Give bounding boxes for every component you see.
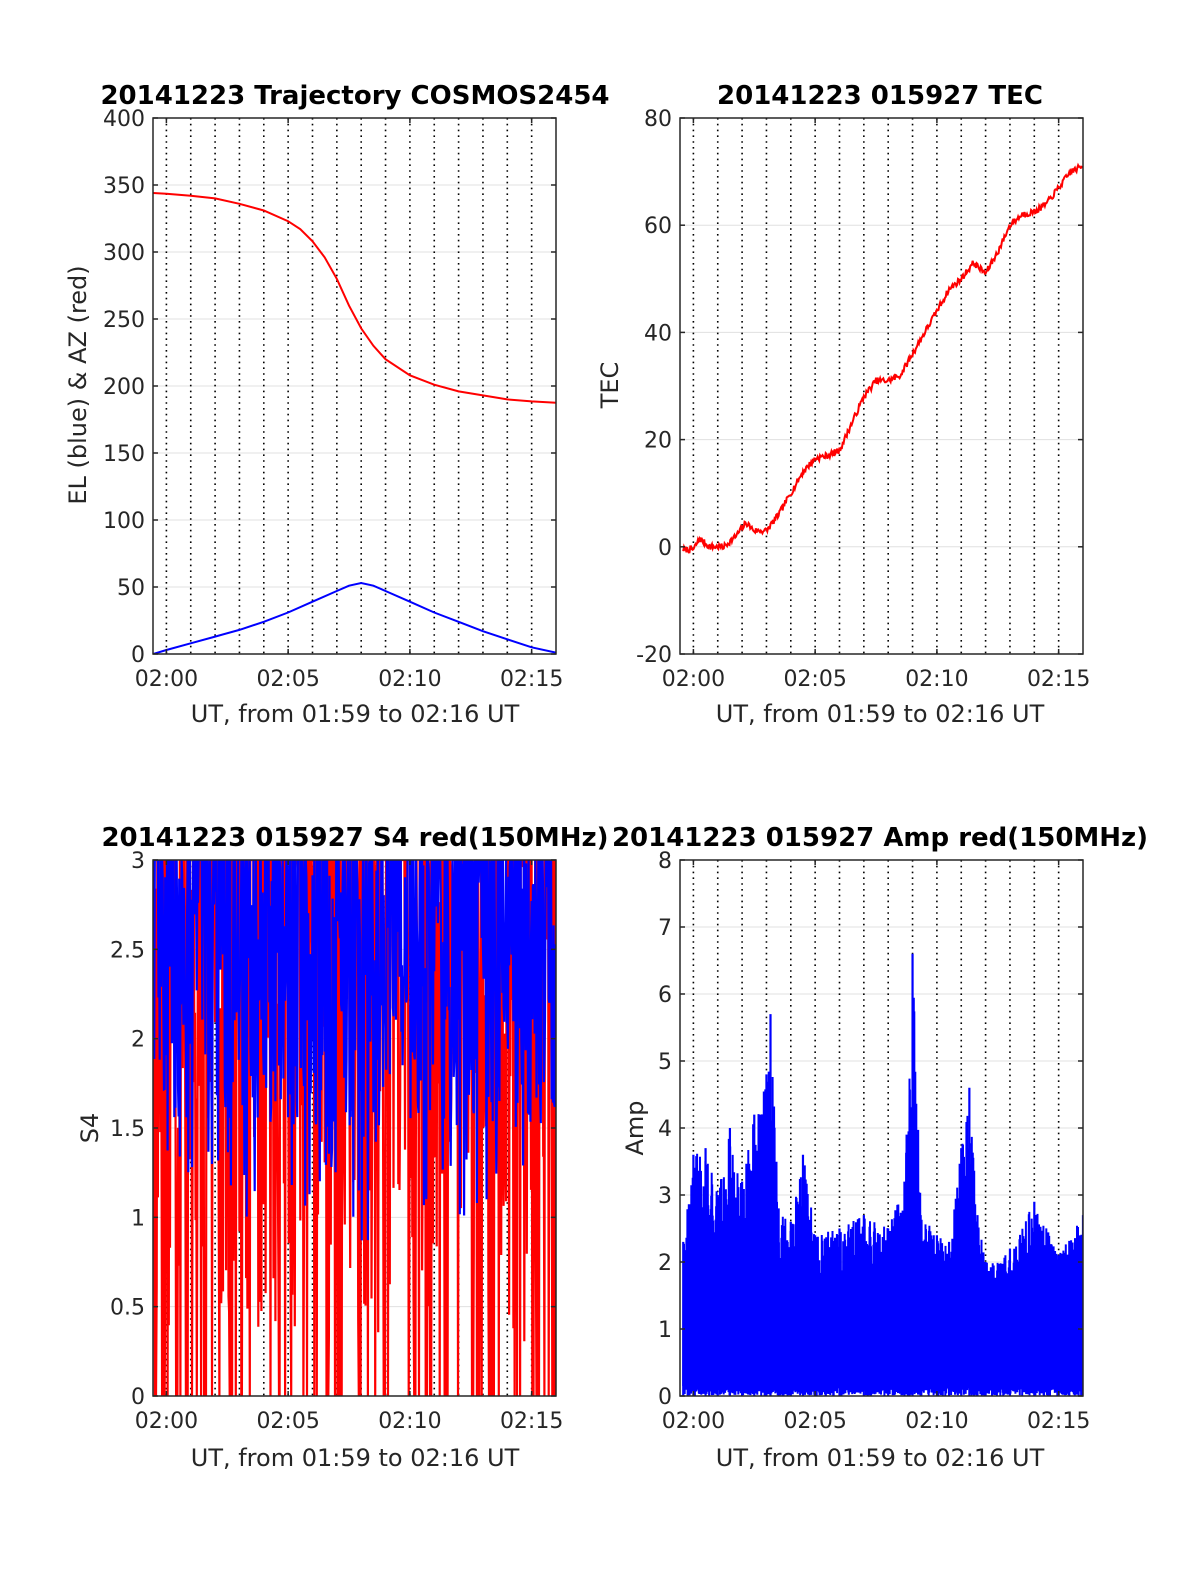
series-group xyxy=(682,953,1083,1396)
y-tick-label: 350 xyxy=(103,174,145,199)
y-axis-label: Amp xyxy=(621,1100,649,1155)
y-tick-label: 0 xyxy=(131,643,145,668)
x-tick-label: 02:05 xyxy=(256,667,319,692)
y-axis-label: TEC xyxy=(596,362,624,410)
y-tick-label: 400 xyxy=(103,107,145,132)
x-axis-label: UT, from 01:59 to 02:16 UT xyxy=(716,1444,1045,1472)
y-tick-label: 300 xyxy=(103,241,145,266)
y-tick-label: 0.5 xyxy=(110,1296,145,1321)
x-tick-label: 02:00 xyxy=(135,667,198,692)
x-tick-label: 02:10 xyxy=(905,667,968,692)
y-tick-label: 80 xyxy=(644,107,672,132)
x-tick-label: 02:00 xyxy=(662,1409,725,1434)
y-tick-label: 100 xyxy=(103,509,145,534)
x-tick-label: 02:05 xyxy=(783,1409,846,1434)
series-line xyxy=(682,997,1083,1396)
plot-area: -20 0 20 40 60 80 02:00 02:05 02:10 02:15 xyxy=(636,107,1090,692)
chart-title: 20141223 015927 Amp red(150MHz) xyxy=(612,823,1148,853)
x-tick-label: 02:10 xyxy=(378,1409,441,1434)
x-axis-label: UT, from 01:59 to 02:16 UT xyxy=(716,700,1045,728)
series-line xyxy=(682,162,1083,554)
y-tick-label: 2 xyxy=(658,1251,672,1276)
series-group xyxy=(682,162,1083,554)
y-tick-label: 1 xyxy=(131,1206,145,1231)
x-tick-label: 02:15 xyxy=(500,667,563,692)
y-tick-label: 3 xyxy=(658,1184,672,1209)
x-tick-label: 02:10 xyxy=(905,1409,968,1434)
panel-tec: 20141223 015927 TEC -20 0 20 40 60 80 02:00 02:… xyxy=(596,81,1090,728)
axes-box xyxy=(679,117,1084,655)
y-tick-label: 0 xyxy=(658,536,672,561)
series-line xyxy=(153,581,556,654)
series-line xyxy=(153,192,556,404)
y-tick-label: 40 xyxy=(644,321,672,346)
y-tick-label: 1.5 xyxy=(110,1117,145,1142)
chart-title: 20141223 015927 S4 red(150MHz) xyxy=(101,823,608,853)
plot-area: 0 0.5 1 1.5 2 2.5 3 02:00 02:05 02:10 02:15 xyxy=(110,849,563,1434)
y-tick-label: 8 xyxy=(658,849,672,874)
x-axis-label: UT, from 01:59 to 02:16 UT xyxy=(191,700,520,728)
x-tick-label: 02:00 xyxy=(662,667,725,692)
y-tick-label: 1 xyxy=(658,1318,672,1343)
panel-trajectory: 20141223 Trajectory COSMOS2454 0 50 100 150… xyxy=(64,81,610,728)
y-tick-label: 20 xyxy=(644,429,672,454)
series-group xyxy=(153,192,556,654)
y-axis-label: EL (blue) & AZ (red) xyxy=(64,265,92,504)
y-tick-label: 2 xyxy=(131,1028,145,1053)
y-tick-label: 0 xyxy=(131,1385,145,1410)
y-tick-label: 250 xyxy=(103,308,145,333)
y-tick-label: 5 xyxy=(658,1050,672,1075)
x-tick-label: 02:15 xyxy=(1027,1409,1090,1434)
plot-area: 0 50 100 150 200 250 300 350 400 02:00 02:05 02:10 0… xyxy=(103,107,563,692)
series-group xyxy=(153,860,556,1396)
y-tick-label: 200 xyxy=(103,375,145,400)
y-tick-label: 6 xyxy=(658,983,672,1008)
panel-s4: 20141223 015927 S4 red(150MHz) 0 0.5 1 1.5 2… xyxy=(76,823,609,1472)
x-tick-label: 02:15 xyxy=(500,1409,563,1434)
y-tick-label: 0 xyxy=(658,1385,672,1410)
x-tick-label: 02:00 xyxy=(135,1409,198,1434)
y-tick-label: 2.5 xyxy=(110,938,145,963)
x-tick-label: 02:15 xyxy=(1027,667,1090,692)
panel-amp: 20141223 015927 Amp red(150MHz) 0 1 2 3 4 5 6 7… xyxy=(612,823,1148,1472)
y-tick-label: 3 xyxy=(131,849,145,874)
series-line xyxy=(153,860,556,1241)
plot-area: 0 1 2 3 4 5 6 7 8 02:00 02:05 02:10 02:15 xyxy=(658,849,1090,1434)
x-tick-label: 02:10 xyxy=(378,667,441,692)
x-tick-label: 02:05 xyxy=(256,1409,319,1434)
y-axis-label: S4 xyxy=(76,1113,104,1144)
y-tick-label: 4 xyxy=(658,1117,672,1142)
y-tick-label: 7 xyxy=(658,916,672,941)
x-tick-label: 02:05 xyxy=(783,667,846,692)
y-tick-label: 60 xyxy=(644,214,672,239)
x-axis-label: UT, from 01:59 to 02:16 UT xyxy=(191,1444,520,1472)
chart-title: 20141223 Trajectory COSMOS2454 xyxy=(100,81,609,111)
y-tick-label: 150 xyxy=(103,442,145,467)
y-tick-label: 50 xyxy=(117,576,145,601)
chart-title: 20141223 015927 TEC xyxy=(717,81,1043,111)
y-tick-label: -20 xyxy=(636,643,672,668)
